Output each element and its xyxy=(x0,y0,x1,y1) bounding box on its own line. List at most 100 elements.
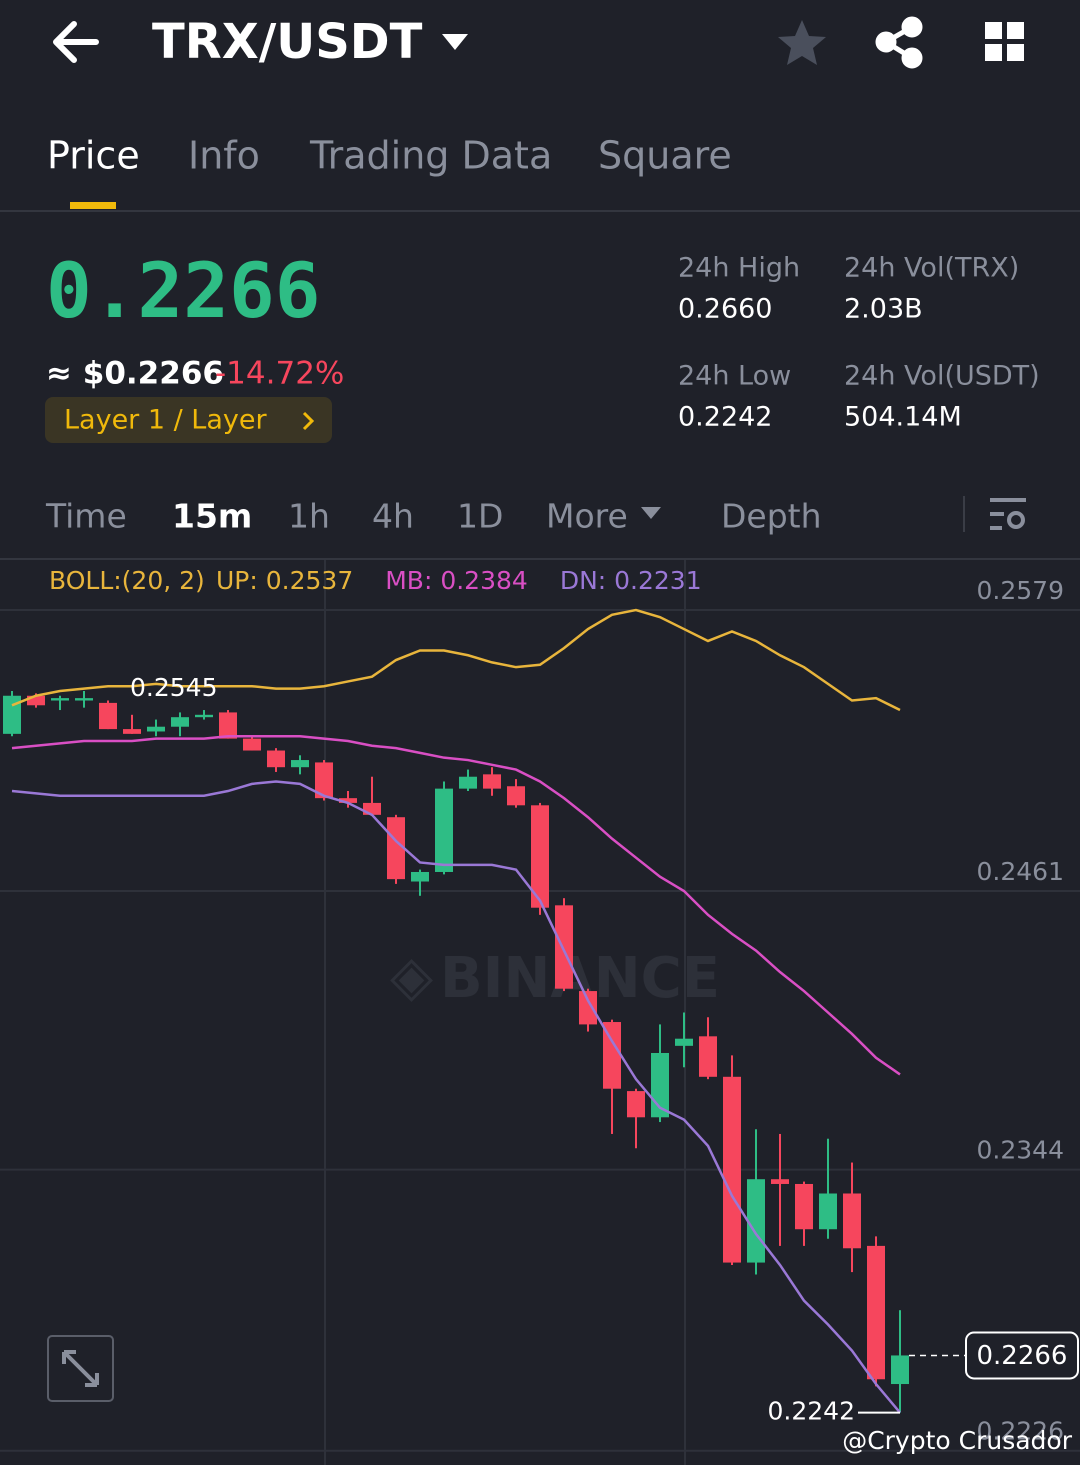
tag-chip[interactable] xyxy=(45,397,332,443)
share-dot xyxy=(875,31,897,53)
candle-body xyxy=(675,1038,693,1046)
interval[interactable]: 1D xyxy=(457,497,503,536)
candle-body xyxy=(531,805,549,908)
tag-text[interactable]: Layer 1 / Layer xyxy=(64,405,267,436)
stat-value: 0.2660 xyxy=(678,294,772,325)
boll-line xyxy=(11,780,901,1414)
settings-icon[interactable] xyxy=(990,498,1026,530)
tab[interactable]: Info xyxy=(188,134,260,178)
candle-body xyxy=(27,695,45,706)
legend-entry: MB: 0.2384 xyxy=(385,566,528,595)
interval[interactable]: 1h xyxy=(288,497,330,536)
candle-body xyxy=(411,871,429,882)
grid-icon[interactable] xyxy=(985,22,1024,61)
stat-value: 504.14M xyxy=(844,402,962,433)
candle-body xyxy=(219,712,237,739)
candle-body xyxy=(3,695,21,734)
share-dot xyxy=(901,47,923,69)
candle-body xyxy=(747,1179,765,1263)
chart: ◈ BINANCE 0.25790.24610.23440.22260.2545… xyxy=(0,560,1080,1465)
candle-body xyxy=(435,788,453,872)
stat-value: 2.03B xyxy=(844,294,923,325)
grid-cell xyxy=(1007,44,1024,61)
last-price-label: 0.2266 xyxy=(977,1341,1068,1371)
candle-body xyxy=(795,1183,813,1230)
interval[interactable]: 4h xyxy=(372,497,414,536)
interval[interactable]: 15m xyxy=(172,497,252,536)
expand-button[interactable] xyxy=(47,1335,114,1402)
pair-dropdown[interactable] xyxy=(442,34,468,50)
y-tick-label: 0.2344 xyxy=(977,1136,1064,1165)
stat-value: 0.2242 xyxy=(678,402,772,433)
candle-body xyxy=(75,698,93,701)
indicator-label: BOLL:(20, 2) xyxy=(49,566,205,595)
more-dropdown[interactable] xyxy=(641,507,661,519)
candle-body xyxy=(723,1076,741,1263)
candle-body xyxy=(483,774,501,789)
icon-gear xyxy=(1007,511,1025,529)
candle-body xyxy=(867,1245,885,1380)
candle-body xyxy=(819,1193,837,1230)
stat-label: 24h High xyxy=(678,253,800,284)
y-tick-label: 0.2226 xyxy=(977,1417,1064,1446)
chevron xyxy=(302,411,315,431)
candle-body xyxy=(339,798,357,803)
tab[interactable]: Price xyxy=(47,134,140,178)
candle-body xyxy=(171,717,189,727)
candle-body xyxy=(555,905,573,989)
interval[interactable]: More xyxy=(546,497,628,536)
fiat-price: ≈ $0.2266 xyxy=(46,356,224,392)
candle-body xyxy=(51,698,69,701)
stat-label: 24h Vol(TRX) xyxy=(844,253,1019,284)
y-tick-label: 0.2461 xyxy=(977,857,1064,886)
candle-body xyxy=(147,726,165,732)
stat-label: 24h Low xyxy=(678,361,791,392)
candle-body xyxy=(699,1036,717,1077)
back-button[interactable] xyxy=(53,21,99,63)
candle-body xyxy=(387,817,405,880)
y-tick-label: 0.2579 xyxy=(977,576,1064,605)
legend-entry: DN: 0.2231 xyxy=(560,566,702,595)
candle-body xyxy=(123,729,141,734)
candle-body xyxy=(843,1193,861,1249)
candle-body xyxy=(459,776,477,789)
high-marker: 0.2545 xyxy=(130,673,217,702)
candle-body xyxy=(507,786,525,806)
price-change: -14.72% xyxy=(215,356,344,392)
low-marker: 0.2242 xyxy=(768,1397,855,1426)
watermark-logo: ◈ xyxy=(390,944,433,1009)
boll-line xyxy=(11,608,901,712)
share-dot xyxy=(901,16,923,38)
legend-entry: UP: 0.2537 xyxy=(216,566,353,595)
grid-cell xyxy=(985,22,1002,39)
candle-body xyxy=(267,750,285,768)
tab[interactable]: Square xyxy=(598,134,732,178)
candle-body xyxy=(99,702,117,730)
candle-body xyxy=(363,802,381,815)
candle-body xyxy=(315,762,333,799)
tab-indicator xyxy=(70,202,116,209)
last-price: 0.2266 xyxy=(46,246,321,335)
last-price-tag xyxy=(965,1331,1079,1380)
share-icon[interactable] xyxy=(875,16,923,69)
candle-body xyxy=(627,1091,645,1118)
candle-body xyxy=(603,1022,621,1089)
candle-body xyxy=(579,991,597,1025)
candle-body xyxy=(291,760,309,768)
candle-body xyxy=(195,714,213,718)
boll-line xyxy=(11,734,901,1076)
interval[interactable]: Depth xyxy=(721,497,822,536)
tab[interactable]: Trading Data xyxy=(309,134,552,178)
candle-body xyxy=(891,1355,909,1385)
stat-label: 24h Vol(USDT) xyxy=(844,361,1040,392)
expand-icon xyxy=(62,1350,99,1387)
favorite-icon[interactable] xyxy=(778,20,826,65)
interval[interactable]: Time xyxy=(45,497,127,536)
credit: @Crypto Crusador xyxy=(842,1426,1073,1455)
pair-title[interactable]: TRX/USDT xyxy=(152,14,423,70)
grid-cell xyxy=(1007,22,1024,39)
candle-body xyxy=(243,738,261,751)
